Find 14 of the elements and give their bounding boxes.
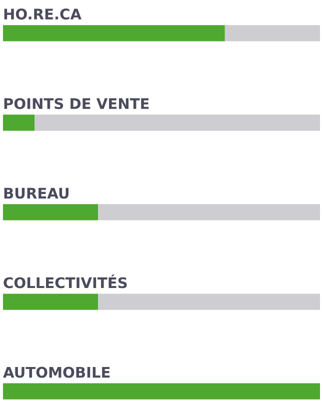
bar (34, 114, 320, 131)
y-tick-label: AUTOMOBILE (3, 366, 110, 378)
bar (3, 294, 98, 310)
bar (98, 294, 320, 310)
y-tick-label: BUREAU (4, 188, 68, 199)
y-tick-label: POINTS DE VENTE (4, 98, 149, 110)
bar (224, 25, 320, 42)
bar (3, 383, 320, 400)
bar (98, 204, 320, 220)
y-tick-label: HO.RE.CA (4, 8, 82, 20)
bar (3, 25, 225, 42)
bar (3, 114, 35, 131)
y-tick-label: COLLECTIVITÉS (4, 274, 127, 288)
bar (3, 204, 98, 220)
